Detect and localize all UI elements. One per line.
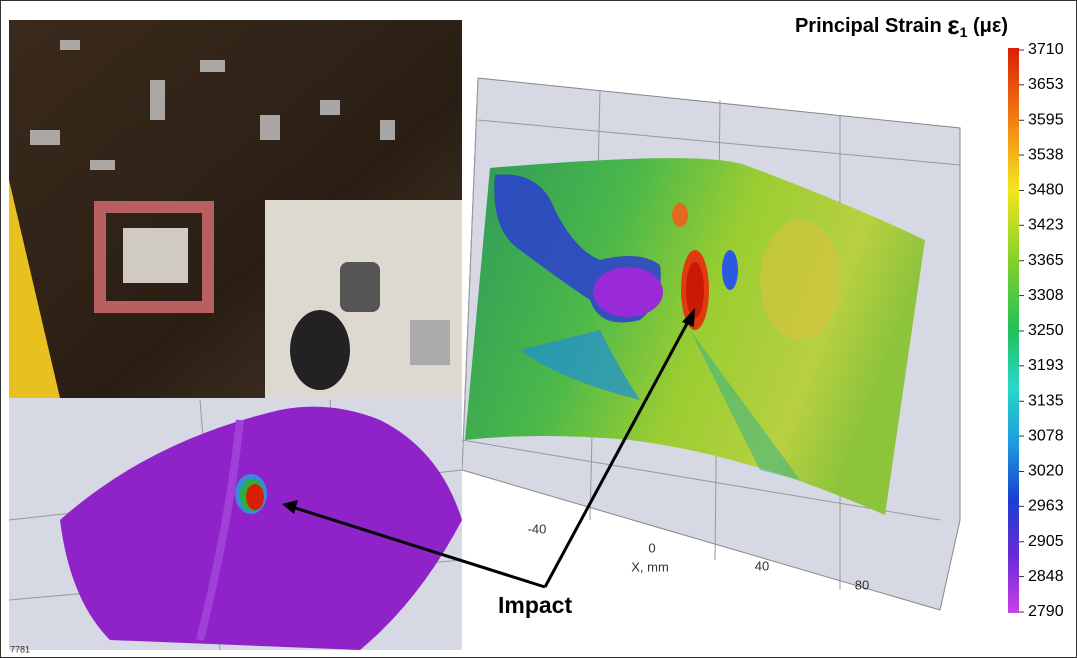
colorbar-tick-label: 3595	[1028, 111, 1064, 128]
colorbar-tick-label: 3078	[1028, 427, 1064, 444]
x-axis-label: X, mm	[631, 559, 669, 574]
x-tick-label: 0	[648, 540, 655, 555]
colorbar-tick-label: 2848	[1028, 568, 1064, 585]
colorbar-tick-label: 3135	[1028, 392, 1064, 409]
colorbar-tick-label: 3250	[1028, 322, 1064, 339]
colorbar-tick-label: 3193	[1028, 357, 1064, 374]
colorbar-tick-label: 3480	[1028, 182, 1064, 199]
colorbar-tick-label: 2790	[1028, 603, 1064, 620]
figure-id: 7781	[10, 644, 30, 654]
colorbar-tick-label: 3423	[1028, 217, 1064, 234]
x-tick-label: 80	[855, 577, 869, 592]
colorbar-tick-label: 3710	[1028, 41, 1064, 58]
colorbar-tick-label: 3538	[1028, 146, 1064, 163]
colorbar-tick-label: 2963	[1028, 498, 1064, 515]
x-tick-label: -40	[528, 521, 547, 536]
colorbar-tick-label: 3653	[1028, 76, 1064, 93]
colorbar-tick-label: 3365	[1028, 252, 1064, 269]
colorbar-tick-label: 2905	[1028, 533, 1064, 550]
annotation: Impact	[498, 592, 572, 618]
x-tick-label: 40	[755, 558, 769, 573]
impact-spot	[246, 484, 264, 510]
colorbar-tick-label: 3020	[1028, 463, 1064, 480]
colorbar-tick-label: 3308	[1028, 287, 1064, 304]
figure: Impact 7781 X, mm Principal Strain ε1 (μ…	[0, 0, 1077, 658]
colorbar	[1008, 48, 1019, 613]
